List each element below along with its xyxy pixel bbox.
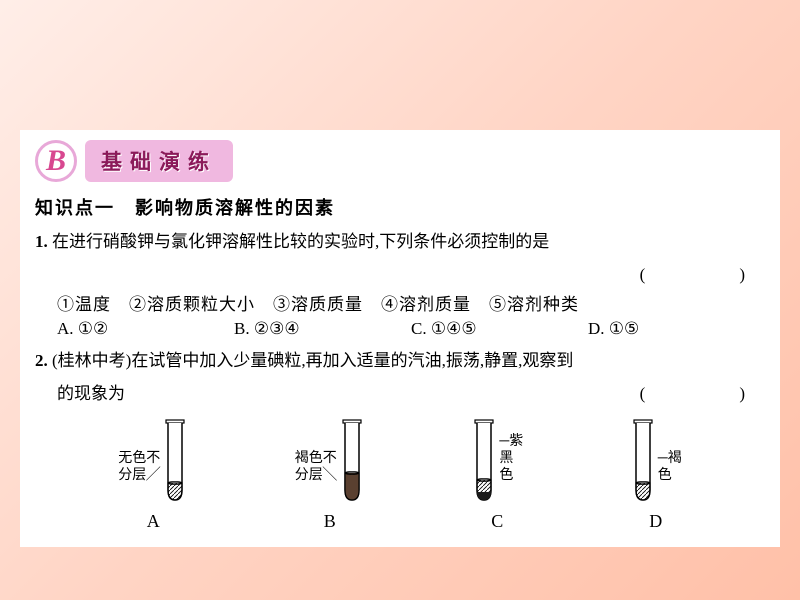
test-tube-icon [339,418,365,503]
q2-number: 2. [35,351,48,370]
q2-text2: 的现象为 [57,384,125,403]
question-1: 1. 在进行硝酸钾与氯化钾溶解性比较的实验时,下列条件必须控制的是 [35,228,765,257]
q1-option-a: A. ①② [57,319,234,339]
tube-d: ─褐 色 D [630,418,682,532]
q1-option-c: C. ①④⑤ [411,319,588,339]
badge-title: 基础演练 [85,140,233,182]
tube-c-label: ─紫 黑 色 [499,434,523,484]
badge-letter: B [46,144,66,178]
tube-a: 无色不 分层╱ A [118,418,188,532]
q1-number: 1. [35,232,48,251]
answer-blank-2: ( ) [640,380,765,409]
test-tube-icon [162,418,188,503]
tube-c: ─紫 黑 色 C [471,418,523,532]
knowledge-point-heading: 知识点一 影响物质溶解性的因素 [35,194,765,220]
tube-b-letter: B [324,511,336,532]
question-2: 2. (桂林中考)在试管中加入少量碘粒,再加入适量的汽油,振荡,静置,观察到 [35,347,765,376]
q1-options: A. ①② B. ②③④ C. ①④⑤ D. ①⑤ [35,319,765,339]
test-tube-icon [630,418,656,503]
worksheet-panel: B 基础演练 知识点一 影响物质溶解性的因素 1. 在进行硝酸钾与氯化钾溶解性比… [20,130,780,547]
badge-circle: B [35,140,77,182]
q1-option-d: D. ①⑤ [588,319,765,339]
q2-text: 在试管中加入少量碘粒,再加入适量的汽油,振荡,静置,观察到 [131,351,573,370]
q1-text: 在进行硝酸钾与氯化钾溶解性比较的实验时,下列条件必须控制的是 [52,232,549,251]
tube-b: 褐色不 分层╲ B [295,418,365,532]
section-header: B 基础演练 [35,140,765,182]
q2-source: (桂林中考) [52,351,131,370]
tube-a-label: 无色不 分层╱ [118,451,160,485]
tube-a-letter: A [147,511,160,532]
q1-option-b: B. ②③④ [234,319,411,339]
tube-b-label: 褐色不 分层╲ [295,451,337,485]
tube-d-letter: D [649,511,662,532]
tube-c-letter: C [491,511,503,532]
test-tubes-row: 无色不 分层╱ A 褐色不 分层╲ [35,418,765,532]
q1-conditions: ①温度 ②溶质颗粒大小 ③溶质质量 ④溶剂质量 ⑤溶剂种类 [35,290,765,315]
q2-line2: 的现象为 ( ) [35,380,765,409]
test-tube-icon [471,418,497,503]
tube-d-label: ─褐 色 [658,451,682,485]
answer-blank: ( ) [640,261,765,290]
